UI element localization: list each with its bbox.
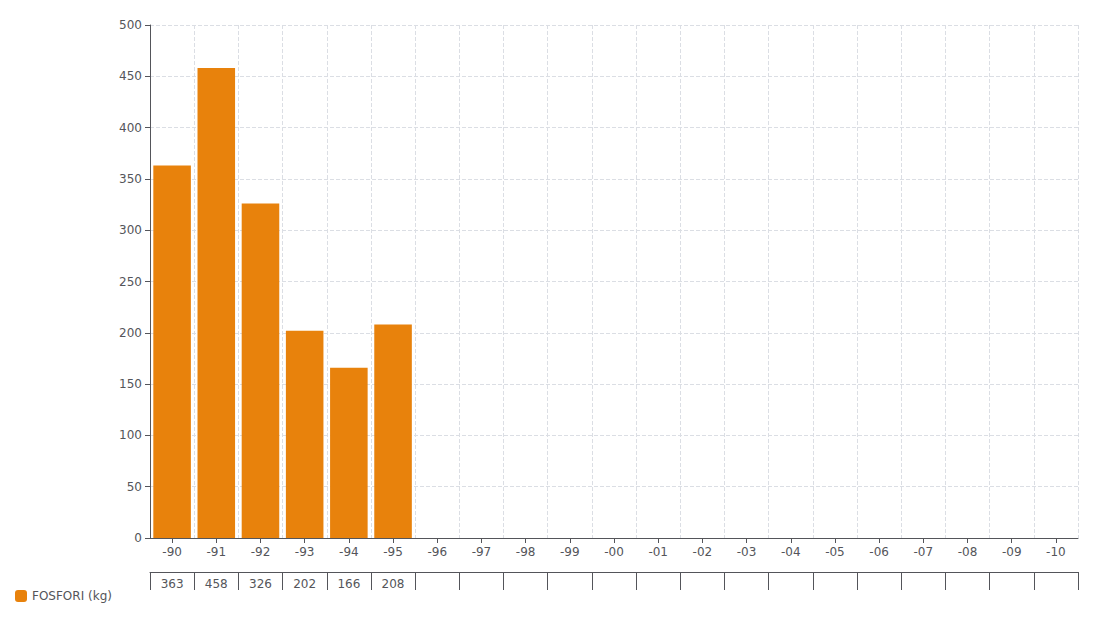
svg-text:-04: -04 xyxy=(781,545,801,559)
svg-text:458: 458 xyxy=(205,577,228,591)
svg-text:-94: -94 xyxy=(339,545,359,559)
svg-text:-08: -08 xyxy=(958,545,978,559)
svg-text:208: 208 xyxy=(382,577,405,591)
svg-text:150: 150 xyxy=(119,377,142,391)
svg-text:-90: -90 xyxy=(162,545,182,559)
svg-text:-06: -06 xyxy=(869,545,889,559)
svg-text:-97: -97 xyxy=(472,545,492,559)
svg-text:FOSFORI (kg): FOSFORI (kg) xyxy=(32,589,112,603)
svg-text:-10: -10 xyxy=(1046,545,1066,559)
svg-text:500: 500 xyxy=(119,18,142,32)
svg-text:-93: -93 xyxy=(295,545,315,559)
svg-text:-98: -98 xyxy=(516,545,536,559)
svg-text:300: 300 xyxy=(119,223,142,237)
svg-text:326: 326 xyxy=(249,577,272,591)
svg-text:-03: -03 xyxy=(737,545,757,559)
svg-text:100: 100 xyxy=(119,428,142,442)
svg-text:-02: -02 xyxy=(693,545,713,559)
svg-text:250: 250 xyxy=(119,275,142,289)
svg-text:400: 400 xyxy=(119,121,142,135)
svg-text:363: 363 xyxy=(161,577,184,591)
svg-text:200: 200 xyxy=(119,326,142,340)
svg-text:350: 350 xyxy=(119,172,142,186)
svg-text:-95: -95 xyxy=(383,545,403,559)
svg-text:-91: -91 xyxy=(206,545,226,559)
svg-text:-01: -01 xyxy=(648,545,668,559)
svg-text:-07: -07 xyxy=(914,545,934,559)
svg-text:-99: -99 xyxy=(560,545,580,559)
svg-text:0: 0 xyxy=(134,531,142,545)
svg-text:-00: -00 xyxy=(604,545,624,559)
svg-text:-05: -05 xyxy=(825,545,845,559)
svg-text:450: 450 xyxy=(119,69,142,83)
svg-text:166: 166 xyxy=(337,577,360,591)
svg-text:-09: -09 xyxy=(1002,545,1022,559)
svg-text:-96: -96 xyxy=(427,545,447,559)
svg-text:50: 50 xyxy=(127,480,142,494)
svg-text:-92: -92 xyxy=(251,545,271,559)
svg-text:202: 202 xyxy=(293,577,316,591)
